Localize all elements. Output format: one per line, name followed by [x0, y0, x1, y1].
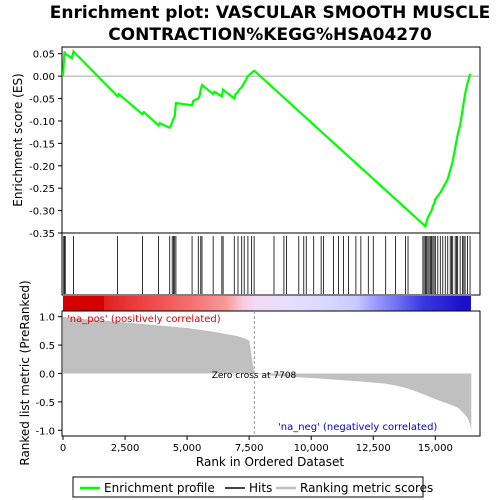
es-panel: 0.05 0.00 -0.05 -0.10 -0.15 -0.20 -0.25 -0.30 -0… [11, 46, 481, 240]
legend-box [72, 476, 424, 498]
chart-title-line-1: Enrichment plot: VASCULAR SMOOTH MUSCLE [50, 3, 490, 23]
zero-cross-label: Zero cross at 7708 [212, 371, 297, 381]
metric-y-tick-label: 0.0 [39, 370, 55, 381]
es-y-tick-label: -0.30 [29, 207, 55, 218]
metric-y-tick-label: -1.0 [35, 426, 55, 437]
es-y-tick-label: -0.25 [29, 184, 55, 195]
es-y-tick-label: -0.35 [29, 229, 55, 240]
x-tick-label: 5,000 [173, 443, 202, 454]
metric-y-axis-label: Ranked list metric (PreRanked) [18, 280, 32, 465]
es-y-axis: 0.05 0.00 -0.05 -0.10 -0.15 -0.20 -0.25 -0.30 -0… [29, 50, 62, 240]
negative-correlation-label: 'na_neg' (negatively correlated) [278, 422, 437, 433]
legend-hits-label: Hits [249, 481, 272, 495]
metric-y-axis: 1.0 0.5 0.0 -0.5 -1.0 [35, 313, 62, 437]
es-y-tick-label: -0.15 [29, 139, 55, 150]
enrichment-profile-line [61, 49, 472, 229]
metric-y-tick-label: 1.0 [39, 313, 55, 324]
legend-metric-label: Ranking metric scores [300, 481, 433, 495]
es-y-tick-label: 0.05 [33, 50, 55, 61]
es-y-tick-label: -0.20 [29, 162, 55, 173]
x-tick-label: 7,500 [235, 443, 264, 454]
x-tick-label: 12,500 [356, 443, 391, 454]
positive-correlation-label: 'na_pos' (positively correlated) [67, 314, 221, 325]
metric-x-axis: 0 2,500 5,000 7,500 10,000 12,500 15,000 [60, 436, 453, 454]
rank-colorbar-strip [63, 296, 471, 311]
x-tick-label: 0 [60, 443, 66, 454]
hits-panel [61, 232, 481, 296]
x-tick-label: 15,000 [418, 443, 453, 454]
es-y-tick-label: -0.05 [29, 95, 55, 106]
metric-y-tick-label: 0.5 [39, 341, 55, 352]
ranking-metric-area [63, 316, 472, 431]
hits-panel-frame [61, 232, 481, 296]
es-y-tick-label: 0.00 [33, 72, 55, 83]
legend-enrichment-label: Enrichment profile [104, 481, 215, 495]
es-y-axis-label: Enrichment score (ES) [11, 73, 25, 206]
rank-colorbar [63, 296, 471, 311]
metric-y-tick-label: -0.5 [35, 398, 55, 409]
es-y-tick-label: -0.10 [29, 117, 55, 128]
metric-panel: 1.0 0.5 0.0 -0.5 -1.0 0 2,500 5,000 7,500 10,000… [18, 280, 481, 469]
x-tick-label: 10,000 [294, 443, 329, 454]
legend: Enrichment profile Hits Ranking metric s… [72, 476, 433, 498]
chart-title-line-2: CONTRACTION%KEGG%HSA04270 [108, 25, 432, 45]
x-axis-label: Rank in Ordered Dataset [196, 455, 344, 469]
x-tick-label: 2,500 [111, 443, 140, 454]
hit-marks [63, 236, 471, 294]
